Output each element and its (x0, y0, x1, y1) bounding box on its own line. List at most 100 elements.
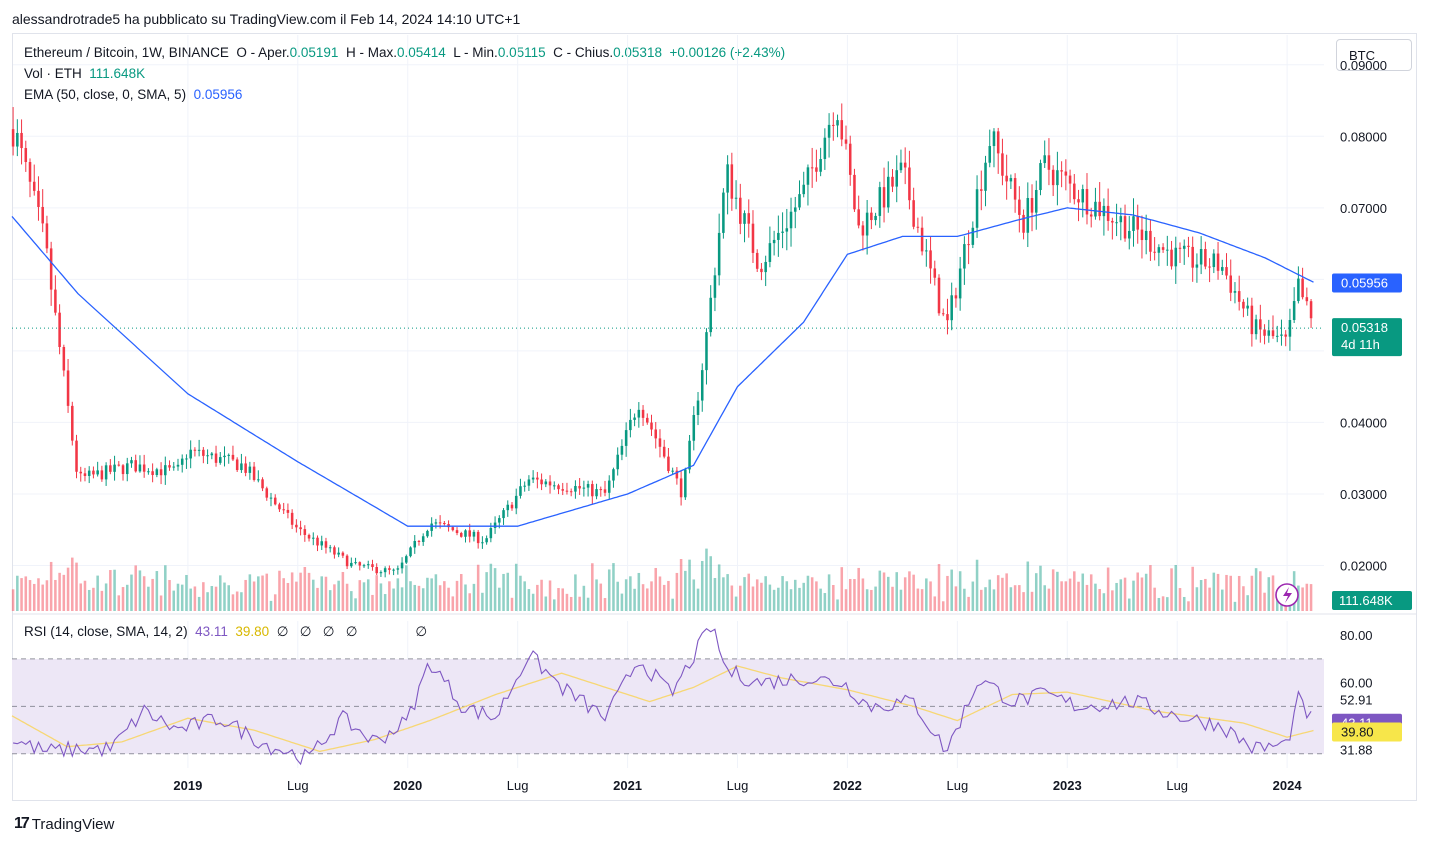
candle-body (168, 465, 171, 468)
volume-bar (629, 576, 632, 611)
candle-body (66, 370, 70, 406)
rsi-legend-value: 43.11 (195, 624, 228, 639)
rsi-axis-label: 52.91 (1340, 692, 1373, 707)
candle-body (290, 512, 294, 525)
volume-bar (1216, 573, 1220, 611)
candle-body (1102, 205, 1106, 217)
candle-body (1254, 319, 1258, 335)
candle-body (464, 530, 467, 537)
volume-bar (688, 559, 691, 611)
lightning-icon (1275, 583, 1299, 607)
candle-body (1259, 319, 1262, 330)
volume-bar (269, 600, 273, 611)
volume-bar (912, 574, 915, 611)
volume-bar (768, 584, 772, 611)
volume-badge: 111.648K (1332, 591, 1412, 610)
candle-body (548, 481, 552, 486)
candle-body (1271, 330, 1275, 337)
volume-bar (261, 575, 264, 611)
candle-body (832, 124, 835, 126)
candle-body (417, 540, 421, 542)
candle-body (980, 189, 983, 191)
volume-bar (806, 575, 810, 611)
candle-body (261, 479, 264, 489)
volume-bar (1301, 587, 1304, 611)
volume-bar (1022, 592, 1025, 611)
candle-body (730, 164, 734, 199)
candle-body (607, 480, 611, 493)
volume-legend-label[interactable]: Vol · ETH (24, 66, 82, 81)
compare-symbol-button[interactable]: BTC (1336, 39, 1412, 71)
candle-body (286, 509, 290, 513)
candle-body (1166, 249, 1169, 251)
volume-bar (1204, 578, 1207, 611)
candle-body (667, 456, 670, 472)
candle-body (273, 497, 277, 505)
volume-bar (443, 581, 446, 611)
candle-body (41, 206, 44, 224)
volume-bar (49, 561, 53, 611)
tradingview-logo-text: TradingView (31, 815, 115, 833)
rsi-legend-label[interactable]: RSI (14, close, SMA, 14, 2) (24, 624, 188, 639)
volume-bar (650, 581, 653, 611)
candle-body (569, 491, 573, 493)
candle-body (1242, 301, 1245, 309)
candle-body (848, 143, 852, 175)
volume-bar (1026, 561, 1030, 611)
volume-bar (734, 596, 738, 611)
volume-bar (218, 575, 222, 611)
candle-body (257, 479, 260, 481)
volume-bar (248, 574, 252, 611)
candle-body (392, 569, 395, 571)
volume-bar (827, 574, 831, 611)
rsi-ma-badge-text: 39.80 (1341, 725, 1374, 740)
candle-body (96, 470, 99, 475)
volume-bar (1157, 597, 1161, 611)
volume-bar (527, 589, 531, 611)
ema-legend-label[interactable]: EMA (50, close, 0, SMA, 5) (24, 87, 187, 102)
tradingview-logo[interactable]: 17 TradingView (14, 815, 114, 833)
volume-bar (980, 589, 983, 611)
volume-bar (468, 593, 471, 611)
candle-body (1297, 278, 1300, 302)
volume-bar (147, 586, 150, 611)
volume-bar (1161, 596, 1165, 611)
volume-bar (836, 599, 839, 611)
volume-bar (785, 581, 789, 611)
volume-bar (891, 586, 894, 611)
volume-bar (197, 596, 201, 611)
candle-body (1191, 246, 1194, 268)
candle-body (413, 540, 417, 548)
legend-symbol-title[interactable]: Ethereum / Bitcoin, 1W, BINANCE (24, 45, 229, 60)
candle-body (700, 370, 704, 401)
volume-bar (603, 598, 607, 611)
candle-body (544, 481, 548, 485)
volume-bar (345, 583, 349, 611)
candle-body (599, 489, 603, 491)
candle-body (527, 479, 531, 486)
last-price-badge: 0.05318 4d 11h (1332, 318, 1402, 357)
candle-body (1039, 163, 1042, 191)
volume-bar (392, 588, 395, 611)
candle-body (117, 464, 121, 466)
volume-bar (823, 593, 827, 611)
candle-body (1077, 199, 1080, 203)
grid-lines (12, 35, 1416, 768)
rsi-ma-badge: 39.80 (1332, 722, 1402, 742)
candle-body (1030, 198, 1034, 213)
volume-bar (696, 588, 700, 611)
volume-bar (193, 586, 197, 611)
volume-bar (620, 593, 624, 611)
candle-body (371, 564, 374, 568)
candle-body (1208, 266, 1211, 268)
volume-bar (92, 587, 95, 611)
candle-body (1064, 171, 1068, 176)
candle-body (210, 453, 214, 456)
candle-body (925, 250, 928, 252)
volume-bar (75, 562, 78, 611)
candle-body (1170, 249, 1173, 267)
last-price-badge-text: 0.05318 (1341, 320, 1388, 335)
volume-bar (96, 575, 99, 611)
candle-body (777, 232, 780, 240)
